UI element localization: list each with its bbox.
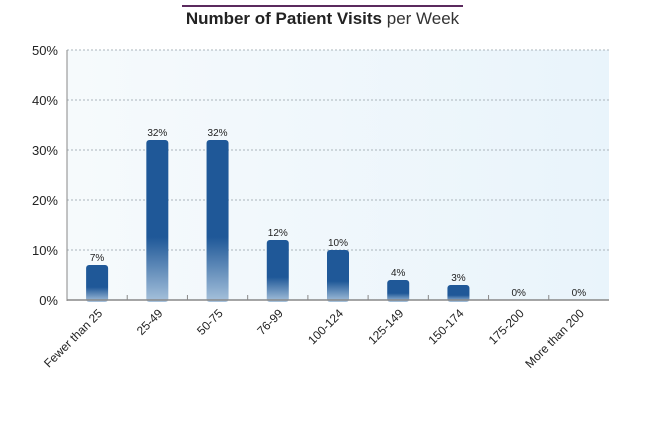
data-label-3: 12%: [268, 228, 288, 239]
bar-1: [146, 140, 169, 302]
bar-0: [86, 265, 109, 302]
x-tick-label-2: 50-75: [194, 306, 226, 338]
bar-2: [206, 140, 229, 302]
chart-title: Number of Patient Visits per Week: [0, 9, 645, 29]
x-tick-label-1: 25-49: [134, 306, 166, 338]
bar-3: [266, 240, 289, 302]
data-label-2: 32%: [208, 128, 228, 139]
x-tick-label-0: Fewer than 25: [41, 306, 105, 370]
data-label-4: 10%: [328, 238, 348, 249]
bars: [86, 140, 470, 302]
y-tick-label-30: 30%: [32, 143, 58, 158]
y-tick-label-40: 40%: [32, 93, 58, 108]
data-label-7: 0%: [511, 288, 526, 299]
axes: [66, 50, 609, 301]
chart-title-light: per Week: [386, 9, 460, 28]
x-tick-label-8: More than 200: [522, 306, 587, 371]
data-label-5: 4%: [391, 268, 406, 279]
bar-5: [387, 280, 410, 302]
y-tick-label-50: 50%: [32, 43, 58, 58]
bar-6: [447, 285, 470, 302]
chart-title-bold: Number of Patient Visits: [185, 9, 382, 28]
y-tick-label-10: 10%: [32, 243, 58, 258]
data-label-0: 7%: [90, 253, 105, 264]
data-label-1: 32%: [147, 128, 167, 139]
y-tick-label-20: 20%: [32, 193, 58, 208]
x-tick-label-7: 175-200: [486, 306, 527, 347]
y-tick-label-0: 0%: [39, 293, 58, 308]
x-tick-label-6: 150-174: [426, 306, 467, 347]
x-tick-label-4: 100-124: [305, 306, 346, 347]
title-rule: [182, 5, 463, 7]
x-tick-label-5: 125-149: [365, 306, 406, 347]
chart-title-area: Number of Patient Visits per Week: [0, 0, 645, 40]
bar-4: [327, 250, 349, 302]
data-label-6: 3%: [451, 273, 466, 284]
data-label-8: 0%: [572, 288, 587, 299]
x-tick-label-3: 76-99: [254, 306, 286, 338]
